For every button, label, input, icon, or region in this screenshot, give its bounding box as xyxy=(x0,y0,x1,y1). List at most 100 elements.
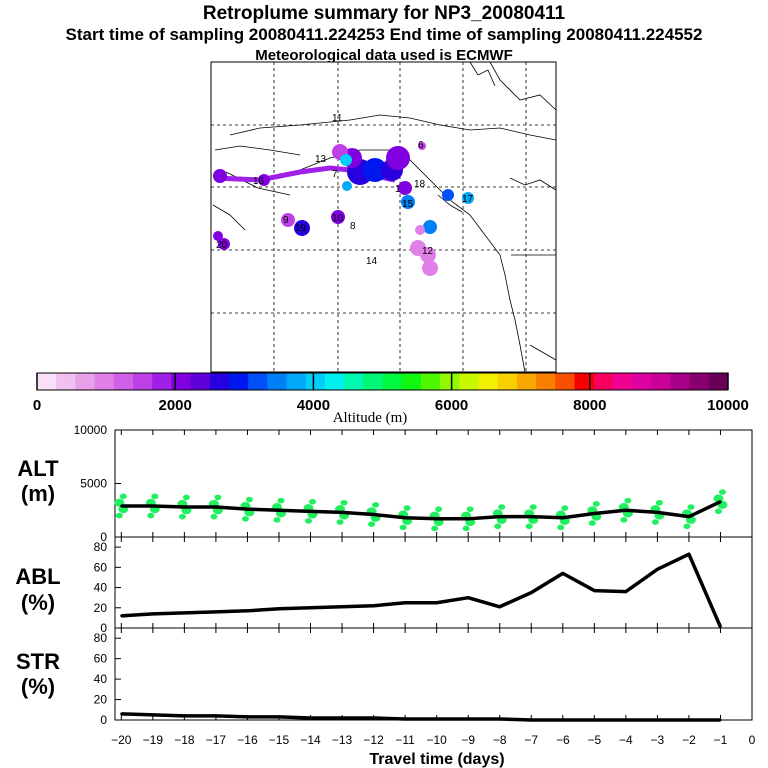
altitude-spread-point xyxy=(466,506,474,512)
altitude-spread-point xyxy=(151,493,159,500)
data-point xyxy=(151,713,155,717)
data-point xyxy=(183,714,186,718)
data-point xyxy=(530,718,533,722)
data-point xyxy=(372,513,375,516)
data-point xyxy=(120,504,123,508)
data-point xyxy=(403,601,407,604)
colorbar-swatch xyxy=(593,373,614,390)
altitude-spread-point xyxy=(494,523,502,530)
colorbar-swatch xyxy=(401,373,422,390)
colorbar-swatch xyxy=(344,373,364,390)
data-point xyxy=(530,591,533,594)
colorbar-swatch xyxy=(56,373,76,390)
colorbar-swatch xyxy=(459,373,479,390)
y-tick-label: 40 xyxy=(94,672,108,686)
colorbar-swatch xyxy=(94,373,115,390)
map-label: 13 xyxy=(315,154,327,165)
colorbar-swatch xyxy=(574,373,595,390)
altitude-spread-point xyxy=(561,505,569,511)
y-tick-label: 80 xyxy=(94,631,108,645)
colorbar-label: Altitude (m) xyxy=(333,410,408,426)
map-label: 15 xyxy=(402,199,414,210)
altitude-spread-point xyxy=(182,494,190,501)
panel-label: (%) xyxy=(21,674,55,699)
colorbar-swatch xyxy=(190,373,211,390)
colorbar-swatch xyxy=(113,373,134,390)
colorbar-swatch xyxy=(37,373,57,390)
y-tick-label: 5000 xyxy=(80,477,107,491)
data-point xyxy=(246,715,249,719)
data-point xyxy=(687,718,691,722)
data-point xyxy=(309,606,312,609)
data-point xyxy=(403,516,407,519)
colorbar-swatch xyxy=(382,373,403,390)
data-point xyxy=(687,515,691,518)
data-point xyxy=(593,589,596,592)
map-grid xyxy=(211,62,556,372)
series-line-alt xyxy=(121,500,722,521)
x-axis-tick-labels: −20 −19 −18 −17 −16 −15 −14 −13 −12 −11 −10 −9 −8 −7−… xyxy=(111,733,756,747)
data-point xyxy=(183,611,186,615)
data-point xyxy=(214,505,218,509)
colorbar-tick-label: 0 xyxy=(33,397,41,414)
panel-frame xyxy=(114,536,753,629)
altitude-spread-point xyxy=(435,506,443,512)
colorbar-swatch xyxy=(305,373,326,390)
altitude-spread-point xyxy=(462,525,470,532)
data-point xyxy=(530,515,533,518)
colorbar-tick-label: 4000 xyxy=(297,397,330,414)
colorbar-tick-labels: 0 2000 4000 6000 8000 10000 xyxy=(33,397,749,414)
data-point xyxy=(183,505,186,509)
altitude-spread-point xyxy=(687,504,695,510)
map-label: 7 xyxy=(332,169,338,180)
map-label: 17 xyxy=(462,194,474,205)
meteorological-data-note: Meteorological data used is ECMWF xyxy=(255,47,513,64)
colorbar-swatch xyxy=(632,373,652,390)
colorbar-swatch xyxy=(363,373,383,390)
altitude-spread-point xyxy=(498,504,506,510)
panel-alt: 10000 5000 0 ALT(m) xyxy=(17,423,753,544)
altitude-spread-point xyxy=(368,521,376,527)
y-tick-label: 20 xyxy=(94,693,108,707)
data-point xyxy=(624,590,628,593)
panel-frame xyxy=(114,627,753,721)
series-line-abl xyxy=(121,552,723,628)
map-label: 11 xyxy=(332,113,343,124)
altitude-spread-point xyxy=(372,502,380,508)
sampling-times: Start time of sampling 20080411.224253 E… xyxy=(65,25,703,44)
colorbar-swatch xyxy=(612,373,633,390)
data-point xyxy=(309,510,312,513)
data-point xyxy=(561,516,564,519)
altitude-spread-point xyxy=(620,517,628,523)
data-point xyxy=(277,607,281,610)
altitude-spread-point xyxy=(340,499,348,506)
colorbar-swatch xyxy=(420,373,441,390)
x-tick-label: −14 xyxy=(300,733,321,747)
colorbar-tick-label: 2000 xyxy=(159,397,192,414)
altitude-spread-point xyxy=(245,496,253,503)
altitude-spread-point xyxy=(557,524,565,531)
x-tick-label: −19 xyxy=(143,733,164,747)
colorbar-swatch xyxy=(689,373,710,390)
data-point xyxy=(719,500,722,503)
time-series-panels: 1000050000ALT(m)806040200ABL(%)806040200… xyxy=(15,423,753,727)
map-label: 12 xyxy=(422,246,434,257)
data-point xyxy=(151,504,155,508)
y-tick-label: 20 xyxy=(94,601,108,615)
chart-title: Retroplume summary for NP3_20080411 xyxy=(202,3,566,24)
data-point xyxy=(151,612,155,616)
data-point xyxy=(214,610,218,614)
y-tick-label: 80 xyxy=(94,540,108,554)
panel-label: STR xyxy=(16,649,60,674)
altitude-spread-point xyxy=(336,519,344,525)
altitude-spread-point xyxy=(309,498,317,505)
data-point xyxy=(593,512,596,515)
panel-label: (m) xyxy=(21,481,55,506)
x-tick-label: −2 xyxy=(682,733,696,747)
altitude-spread-point xyxy=(655,499,663,506)
data-point xyxy=(656,718,659,722)
data-point xyxy=(466,596,470,599)
altitude-spread-point xyxy=(241,516,249,522)
x-tick-label: −6 xyxy=(556,733,570,747)
colorbar-swatch xyxy=(478,373,499,390)
